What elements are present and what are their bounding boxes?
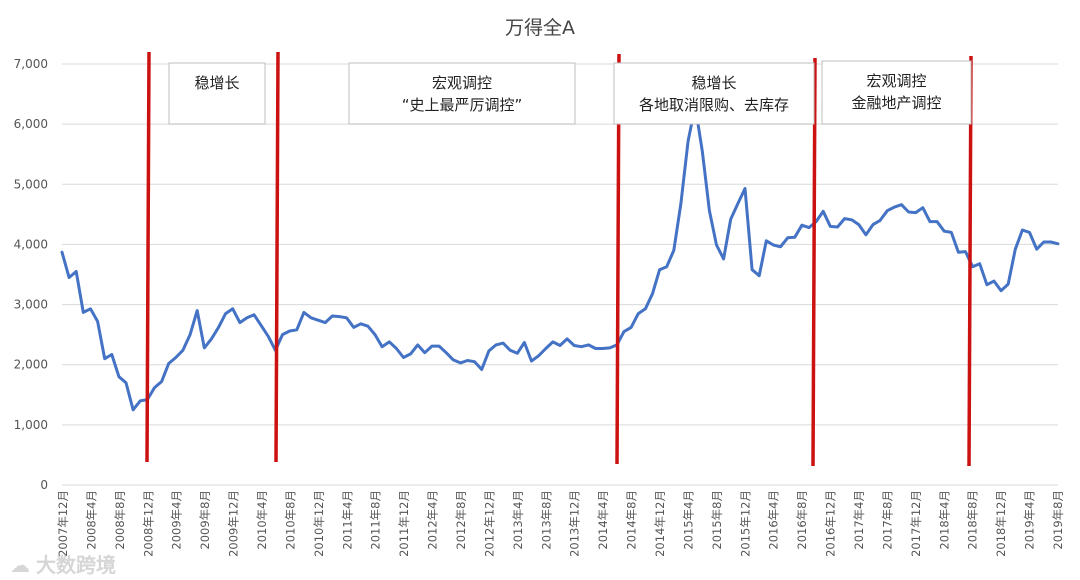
watermark-logo-icon: ☁ [10, 553, 30, 577]
annotation-frame [821, 60, 972, 125]
x-tick-label: 2008年12月 [141, 490, 155, 557]
x-tick-label: 2008年8月 [113, 490, 127, 550]
annotation-text: 宏观调控 [866, 72, 926, 90]
y-axis-ticks: 0 1,000 2,000 3,000 4,000 5,000 6,000 7,000 [14, 57, 48, 492]
x-tick-label: 2010年8月 [283, 490, 297, 550]
x-tick-label: 2014年12月 [653, 490, 667, 557]
x-tick-label: 2011年4月 [340, 490, 354, 550]
y-tick-label: 4,000 [14, 237, 48, 251]
annotation-text: 稳增长 [691, 74, 736, 92]
series-line [60, 104, 1060, 412]
annotation-text: 各地取消限购、去库存 [639, 96, 789, 114]
y-tick-label: 3,000 [14, 298, 48, 312]
x-tick-label: 2018年8月 [966, 490, 980, 550]
x-tick-label: 2017年4月 [852, 490, 866, 550]
x-tick-label: 2014年8月 [625, 490, 639, 550]
x-axis-ticks: 2007年12月 2008年4月 2008年8月 2008年12月 2009年4月 200… [56, 490, 1065, 557]
gridlines [62, 63, 1058, 486]
x-tick-label: 2014年4月 [596, 490, 610, 550]
x-tick-label: 2009年8月 [198, 490, 212, 550]
annotation-frame [348, 62, 576, 125]
red-vertical-marker [811, 57, 817, 467]
x-tick-label: 2013年4月 [511, 490, 525, 550]
y-tick-label: 0 [40, 478, 48, 492]
x-tick-label: 2015年8月 [710, 490, 724, 550]
y-tick-label: 6,000 [14, 117, 48, 131]
x-tick-label: 2013年12月 [568, 490, 582, 557]
annotation-text: “史上最严厉调控” [402, 96, 523, 114]
x-tick-label: 2016年8月 [795, 490, 809, 550]
x-tick-label: 2010年12月 [312, 490, 326, 557]
x-tick-label: 2012年8月 [454, 490, 468, 550]
x-tick-label: 2015年12月 [738, 490, 752, 557]
annotation-box: 宏观调控 “史上最严厉调控” [348, 62, 576, 125]
annotation-frame [613, 62, 815, 125]
x-tick-label: 2009年4月 [170, 490, 184, 550]
annotation-text: 宏观调控 [432, 74, 492, 92]
watermark-text: 大数跨境 [36, 553, 116, 577]
x-tick-label: 2012年12月 [482, 490, 496, 557]
x-tick-label: 2012年4月 [426, 490, 440, 550]
y-tick-label: 2,000 [14, 358, 48, 372]
x-tick-label: 2007年12月 [56, 490, 70, 557]
y-tick-label: 7,000 [14, 57, 48, 71]
annotation-frame [168, 62, 266, 125]
chart-title: 万得全A [505, 17, 575, 39]
x-tick-label: 2009年12月 [227, 490, 241, 557]
red-vertical-marker [274, 51, 280, 463]
x-tick-label: 2016年4月 [767, 490, 781, 550]
y-tick-label: 1,000 [14, 418, 48, 432]
y-tick-label: 5,000 [14, 177, 48, 191]
x-tick-label: 2017年12月 [909, 490, 923, 557]
x-tick-label: 2019年4月 [1023, 490, 1037, 550]
x-tick-label: 2011年12月 [397, 490, 411, 557]
annotation-box: 稳增长 [168, 62, 266, 125]
x-tick-label: 2016年12月 [824, 490, 838, 557]
x-tick-label: 2010年4月 [255, 490, 269, 550]
x-tick-label: 2018年4月 [937, 490, 951, 550]
x-tick-label: 2008年4月 [84, 490, 98, 550]
red-vertical-marker [145, 51, 151, 463]
watermark: ☁ 大数跨境 [10, 553, 116, 577]
annotation-text: 金融地产调控 [851, 94, 941, 112]
x-tick-label: 2017年8月 [880, 490, 894, 550]
x-tick-label: 2019年8月 [1051, 490, 1065, 550]
x-tick-label: 2013年8月 [539, 490, 553, 550]
x-tick-label: 2015年4月 [681, 490, 695, 550]
annotation-text: 稳增长 [194, 74, 239, 92]
x-tick-label: 2011年8月 [369, 490, 383, 550]
x-tick-label: 2018年12月 [994, 490, 1008, 557]
